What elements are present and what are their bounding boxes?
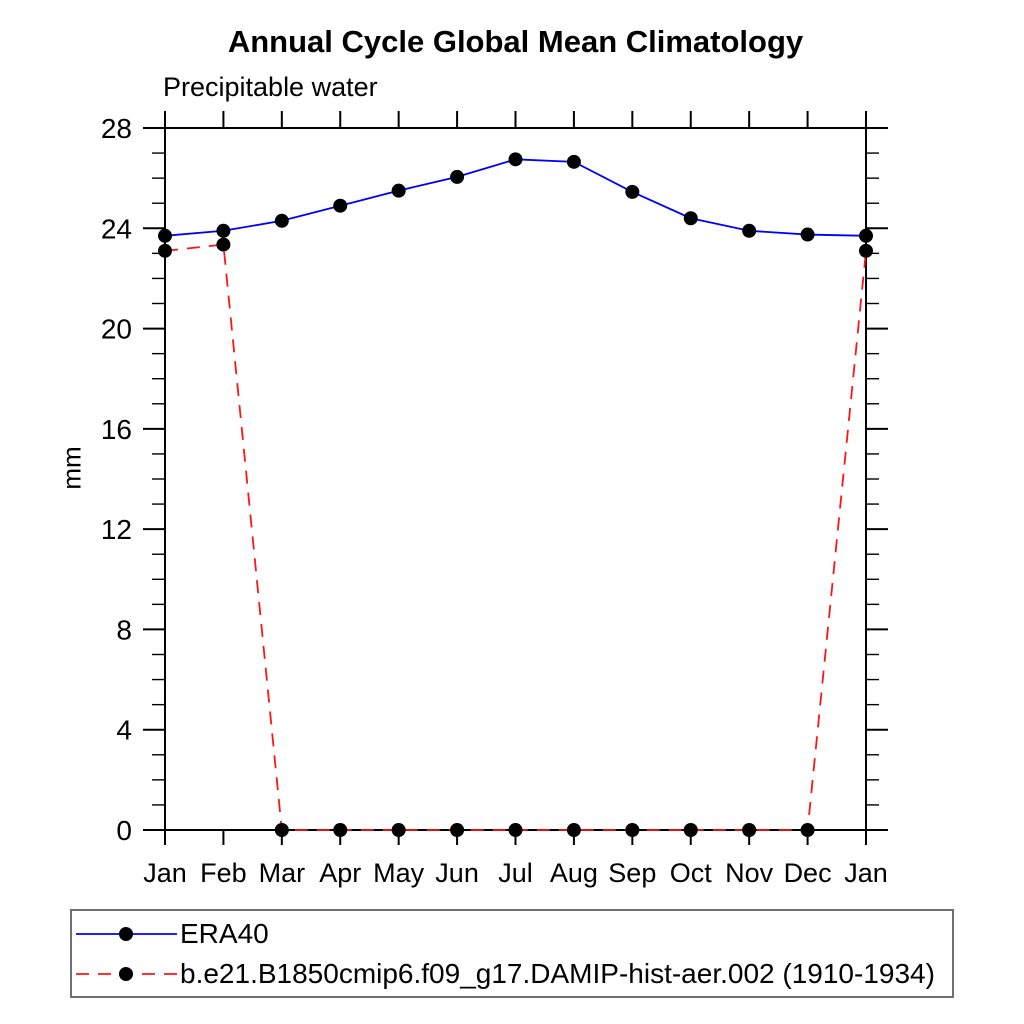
y-tick-label: 8 [116, 614, 132, 645]
x-tick-label: Jan [143, 858, 187, 888]
chart-svg: Jan Feb Mar Apr May Jun Jul Aug Sep Oct Nov Dec Jan 0… [101, 111, 888, 888]
data-point-series-1 [450, 823, 465, 837]
y-tick-label: 24 [101, 213, 132, 244]
x-tick-label: Jun [435, 858, 479, 888]
legend-box: ERA40 b.e21.B1850cmip6.f09_g17.DAMIP-hist… [70, 909, 954, 998]
x-tick-label: Dec [784, 858, 832, 888]
y-tick-label: 0 [116, 815, 132, 846]
legend-marker-icon [119, 927, 133, 941]
x-tick-label: Jul [498, 858, 533, 888]
y-tick-label: 20 [101, 314, 132, 345]
data-point-series-0 [333, 198, 348, 213]
data-point-series-1 [625, 823, 640, 837]
data-point-series-0 [625, 184, 640, 199]
legend-item-0: ERA40 [72, 914, 952, 954]
x-tick-label: Mar [259, 858, 306, 888]
chart-subtitle: Precipitable water [163, 72, 378, 102]
x-tick-label: Jan [844, 858, 888, 888]
legend-marker-icon [119, 967, 133, 981]
data-point-series-0 [274, 213, 289, 228]
y-tick-label: 28 [101, 113, 132, 144]
x-tick-label: Apr [319, 858, 361, 888]
legend-label-1: b.e21.B1850cmip6.f09_g17.DAMIP-hist-aer.… [180, 958, 935, 989]
data-point-series-1 [216, 237, 231, 252]
data-point-series-0 [859, 228, 873, 243]
x-tick-label: May [373, 858, 425, 888]
data-point-series-1 [800, 823, 815, 837]
data-point-series-1 [158, 243, 172, 258]
x-tick-label: Sep [608, 858, 656, 888]
series-line-0 [164, 158, 867, 237]
x-tick-label: Feb [200, 858, 247, 888]
x-tick-label: Oct [670, 858, 713, 888]
data-point-series-1 [508, 823, 523, 837]
y-tick-label: 4 [116, 715, 132, 746]
data-point-series-0 [742, 223, 757, 238]
data-point-series-1 [274, 823, 289, 837]
legend-item-1: b.e21.B1850cmip6.f09_g17.DAMIP-hist-aer.… [72, 954, 952, 994]
data-point-series-0 [216, 223, 231, 238]
data-point-series-1 [859, 243, 873, 258]
data-point-series-1 [742, 823, 757, 837]
data-point-series-1 [566, 823, 581, 837]
data-point-series-1 [391, 823, 406, 837]
legend-line-sample-0 [76, 927, 177, 941]
data-point-series-0 [450, 169, 465, 184]
chart-title: Annual Cycle Global Mean Climatology [227, 24, 804, 59]
data-point-series-0 [800, 227, 815, 242]
x-tick-label: Aug [550, 858, 598, 888]
y-tick-label: 12 [101, 514, 132, 545]
y-tick-label: 16 [101, 414, 132, 445]
series-line-1 [164, 243, 867, 831]
data-point-series-1 [683, 823, 698, 837]
legend-line-sample-1 [76, 967, 177, 981]
legend-label-0: ERA40 [180, 918, 269, 949]
data-point-series-0 [158, 228, 172, 243]
data-point-series-0 [508, 152, 523, 167]
x-tick-label: Nov [725, 858, 774, 888]
data-point-series-0 [391, 183, 406, 198]
data-point-series-1 [333, 823, 348, 837]
data-point-series-0 [566, 154, 581, 169]
data-point-series-0 [683, 211, 698, 226]
